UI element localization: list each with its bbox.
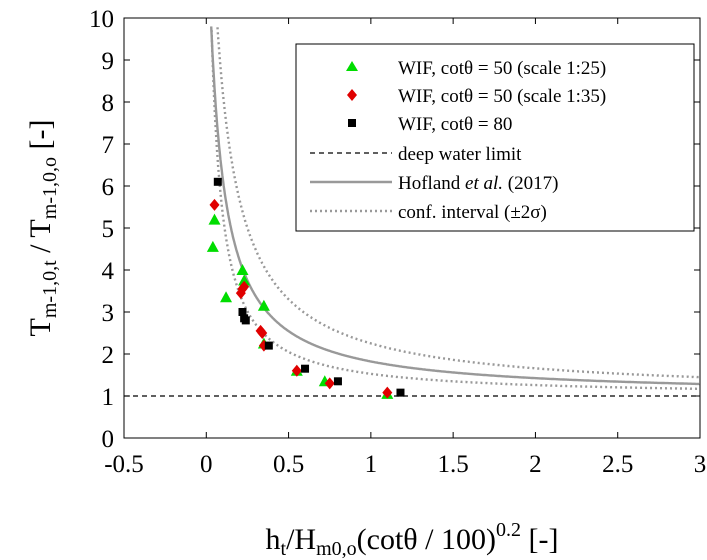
data-point-series-2 [301,364,310,373]
data-point-series-2 [396,388,405,397]
legend-label-scale-1-25: WIF, cotθ = 50 (scale 1:25) [398,58,606,79]
y-tick-label: 10 [89,6,114,33]
confidence-interval-upper-curve [216,27,701,379]
x-tick-label: 1 [365,451,378,478]
legend-label-hofland: Hofland et al. (2017) [398,173,558,194]
y-tick-label: 4 [102,258,115,285]
data-point-series-2 [241,316,250,325]
x-tick-label: 0 [200,451,213,478]
data-markers [206,177,405,399]
legend-label-cot-80: WIF, cotθ = 80 [398,114,512,135]
x-axis-label-paren: (cotθ / 100) [357,523,496,556]
data-point-series-2 [238,308,247,316]
x-tick-label: -0.5 [104,451,144,478]
x-axis-label-unit: [-] [521,523,558,556]
y-tick-label: 6 [102,174,115,201]
data-point-series-1 [291,364,302,377]
y-tick-label: 8 [102,90,115,117]
legend-label-conf-interval: conf. interval (±2σ) [398,202,547,223]
y-axis-label-sub2: m-1,0,o [39,157,61,219]
legend-symbol-cot-80 [348,119,356,127]
y-tick-label: 7 [102,132,115,159]
y-tick-label: 3 [102,300,115,327]
y-axis-label-main: T [24,318,57,336]
x-axis-label-mid: /H [286,523,316,556]
x-tick-label: 2 [529,451,542,478]
x-tick-label: 1.5 [438,451,469,478]
x-tick-label: 0.5 [273,451,304,478]
legend-label-scale-1-35: WIF, cotθ = 50 (scale 1:35) [398,86,606,107]
legend-symbol-scale-1-35 [347,89,357,101]
y-tick-label: 0 [102,426,115,453]
y-tick-label: 5 [102,216,115,243]
y-tick-label: 2 [102,342,115,369]
y-tick-label: 1 [102,384,115,411]
legend: WIF, cotθ = 50 (scale 1:25) WIF, cotθ = … [295,43,695,232]
x-axis-label-sub1: t [281,538,287,560]
data-point-series-1 [324,377,335,390]
curves [124,26,701,397]
y-axis-label: Tm-1,0,t / Tm-1,0,o [-] [24,120,61,337]
x-tick-label: 3 [694,451,707,478]
x-axis-label: ht/Hm0,o(cotθ / 100)0.2 [-] [266,519,559,560]
x-axis-label-main: h [266,523,281,556]
data-point-series-2 [264,341,273,350]
data-point-series-2 [333,377,342,386]
legend-label-hofland-italic: et al. [465,173,503,194]
data-point-series-2 [213,177,222,186]
data-point-series-0 [238,274,251,286]
data-point-series-1 [257,327,268,339]
x-axis-label-sub2: m0,o [316,538,357,560]
x-tick-label: 2.5 [602,451,633,478]
data-point-series-1 [239,280,250,293]
data-point-series-1 [209,198,220,211]
legend-label-hofland-suffix: (2017) [503,173,558,194]
legend-label-hofland-prefix: Hofland [398,173,465,194]
legend-symbol-scale-1-25 [346,61,358,71]
y-tick-label: 9 [102,48,115,75]
legend-label-deep-water: deep water limit [398,144,522,165]
data-point-series-0 [208,213,221,225]
data-point-series-0 [236,264,249,275]
confidence-interval-lower-curve [210,30,700,390]
x-axis-label-sup: 0.2 [496,519,521,541]
y-axis-label-mid: / T [24,219,57,260]
data-point-series-0 [220,291,233,303]
data-point-series-0 [206,240,219,252]
data-point-series-0 [257,299,270,311]
y-axis-label-unit: [-] [24,120,57,157]
data-point-series-1 [382,386,393,399]
legend-box [295,43,695,232]
y-axis-label-sub1: m-1,0,t [39,260,61,318]
hofland-2017-curve [210,26,700,386]
